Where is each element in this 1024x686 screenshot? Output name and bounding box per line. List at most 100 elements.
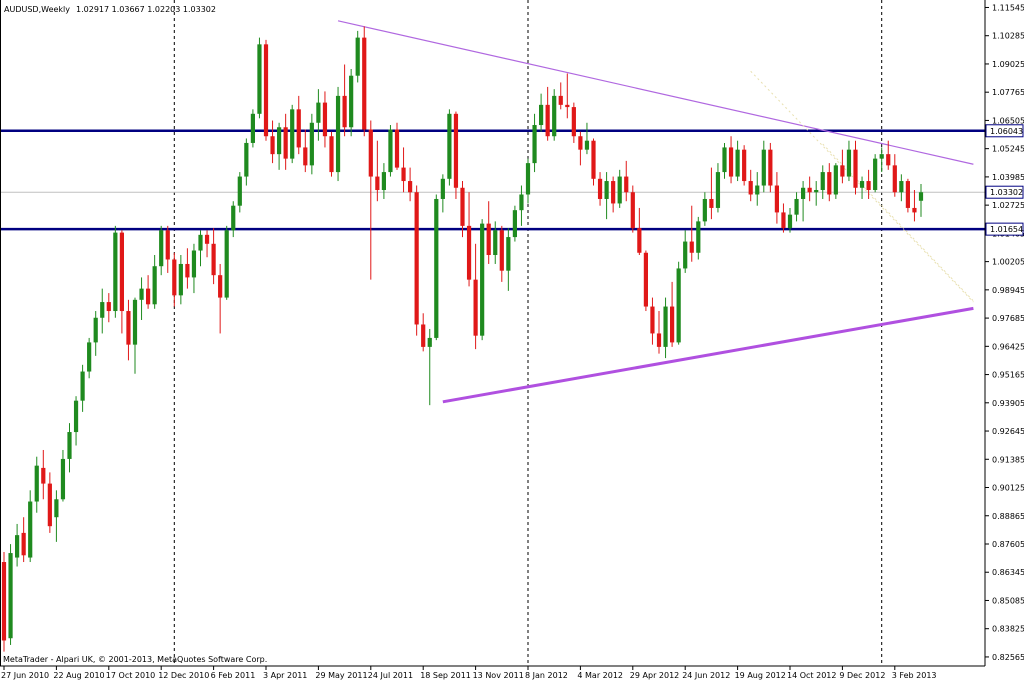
candle-body [100,302,105,318]
candle [126,299,131,361]
candle-body [93,317,98,343]
candle-body [539,104,544,126]
candle [335,86,341,182]
candle-body [139,288,144,300]
time-tick-label: 29 May 2011 [315,671,367,680]
candle-body [67,432,72,459]
candle [512,205,517,242]
candle [178,255,183,305]
price-tick-label: 0.95165 [992,371,1024,380]
price-tick-label: 1.05245 [992,145,1024,154]
price-tick-label: 0.86345 [992,568,1024,577]
price-tick-label: 0.92645 [992,427,1024,436]
candle-body [185,263,190,278]
price-tick-label: 0.93905 [992,399,1024,408]
time-tick-label: 24 Jul 2011 [368,671,413,680]
candle-body [80,371,85,401]
candle [60,449,66,502]
candle-body [794,198,799,215]
candle-body [663,306,668,347]
price-tick-label: 0.96425 [992,342,1024,351]
support-price-label: 1.01654 [985,222,1024,236]
candle-body [918,192,924,201]
candle-body [434,198,439,338]
candle [34,456,39,513]
candle [290,104,295,164]
candle [709,167,714,220]
candle-body [506,237,511,271]
current-price-label-box [985,185,1024,199]
candle [558,82,563,110]
support-price-label-text: 1.01654 [990,225,1023,234]
candle [591,138,596,186]
time-tick-label: 17 Oct 2010 [106,671,155,680]
candle-body [394,129,400,168]
candle [604,172,609,220]
time-tick-label: 19 Aug 2012 [735,671,786,680]
candle-body [191,250,197,278]
candle-body [617,176,622,204]
time-tick-label: 18 Sep 2011 [420,671,471,680]
candle [427,328,432,406]
candle [650,297,655,345]
candle-body [781,212,786,229]
candle-body [846,149,852,177]
price-axis: 1.11545 1.10285 1.09025 1.07765 1.06505 1.052… [985,3,1024,662]
candle [211,228,216,285]
candle [296,95,301,155]
candle-body [486,223,491,256]
candle [899,174,904,202]
candle [87,337,92,379]
candle [41,449,46,500]
candle [552,89,557,141]
candle-body [237,176,242,206]
candle-body [60,458,66,500]
candle-body [204,234,210,244]
time-tick-label: 12 Dec 2010 [158,671,209,680]
candle-body [571,107,576,137]
candle [381,163,386,199]
candle [584,122,590,155]
candle [368,120,373,280]
candle-body [801,187,806,199]
candle-body [159,230,164,267]
candle [440,174,445,213]
candle [866,169,871,199]
candle [545,86,550,141]
candle [421,313,426,352]
candle-body [873,158,878,191]
candle-body [355,37,360,76]
candle-body [853,149,858,188]
candle [152,255,157,309]
candle-body [565,104,570,108]
candle-body [401,167,406,182]
candle-body [244,142,249,177]
candle-body [132,299,138,345]
candle-body [218,275,223,298]
price-tick-label: 0.85085 [992,596,1024,605]
price-tick-label: 1.02725 [992,201,1024,210]
candle-body [388,129,393,173]
candle-body [224,230,229,298]
candle [827,163,832,202]
candle-body [231,205,236,231]
candle-body [702,198,707,222]
candle [833,163,838,199]
candle [159,225,164,276]
candle [172,252,177,307]
candle [840,149,845,184]
price-tick-label: 0.97685 [992,314,1024,323]
candle-body [381,172,386,191]
current-price-label: 1.03302 [985,185,1024,199]
price-tick-label: 0.83825 [992,625,1024,634]
candle-body [453,113,459,188]
candle [80,364,85,412]
candle [676,261,681,345]
candle [316,89,321,141]
candle [768,142,773,193]
candle-body [545,104,550,137]
candle [375,140,380,202]
candle [414,185,419,336]
